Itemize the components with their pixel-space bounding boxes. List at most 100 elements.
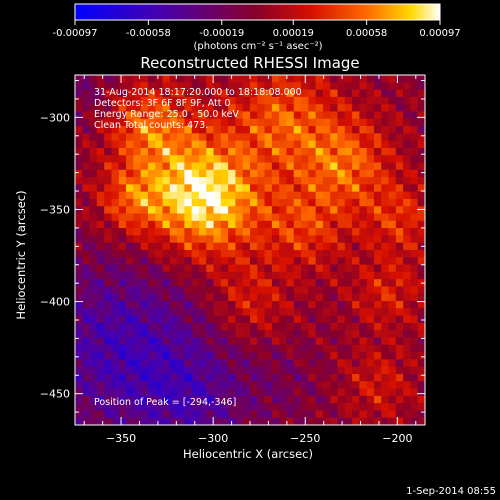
heatmap-cell — [279, 250, 288, 258]
heatmap-cell — [250, 322, 258, 331]
heatmap-cell — [395, 75, 404, 83]
heatmap-cell — [75, 147, 83, 156]
heatmap-cell — [395, 286, 404, 295]
heatmap-cell — [250, 191, 258, 200]
heatmap-cell — [147, 89, 156, 98]
heatmap-cell — [111, 308, 120, 317]
heatmap-cell — [293, 250, 302, 258]
heatmap-cell — [322, 162, 331, 171]
heatmap-cell — [169, 147, 178, 156]
heatmap-cell — [337, 271, 346, 280]
heatmap-cell — [126, 147, 134, 156]
heatmap-cell — [388, 381, 397, 390]
heatmap-cell — [96, 279, 105, 288]
heatmap-cell — [330, 242, 339, 251]
heatmap-cell — [344, 388, 353, 397]
heatmap-cell — [220, 322, 229, 331]
heatmap-cell — [410, 257, 419, 266]
heatmap-cell — [104, 315, 113, 324]
heatmap-cell — [293, 257, 302, 266]
heatmap-cell — [206, 104, 215, 113]
heatmap-cell — [403, 126, 412, 134]
heatmap-cell — [104, 213, 113, 222]
heatmap-cell — [279, 308, 288, 317]
heatmap-cell — [213, 410, 222, 419]
heatmap-cell — [403, 359, 412, 368]
heatmap-cell — [308, 417, 317, 425]
heatmap-cell — [177, 315, 185, 324]
heatmap-cell — [410, 250, 419, 258]
heatmap-cell — [315, 191, 324, 200]
heatmap-cell — [75, 133, 83, 142]
heatmap-cell — [330, 169, 339, 178]
heatmap-cell — [206, 198, 215, 207]
heatmap-cell — [184, 286, 193, 295]
heatmap-cell — [220, 417, 229, 425]
heatmap-cell — [322, 417, 331, 425]
annotation-detectors: Detectors: 3F 6F 8F 9F, Att 0 — [94, 98, 231, 109]
heatmap-cell — [388, 213, 397, 222]
heatmap-cell — [191, 184, 200, 193]
heatmap-cell — [286, 381, 295, 390]
heatmap-cell — [410, 96, 419, 105]
heatmap-cell — [89, 257, 98, 266]
heatmap-cell — [330, 162, 339, 171]
heatmap-cell — [206, 242, 215, 251]
heatmap-cell — [315, 228, 324, 237]
heatmap-cell — [96, 395, 105, 404]
heatmap-cell — [322, 366, 331, 375]
heatmap-cell — [403, 228, 412, 237]
heatmap-cell — [417, 111, 425, 120]
heatmap-cell — [417, 373, 425, 382]
heatmap-cell — [213, 162, 222, 171]
heatmap-cell — [89, 337, 98, 346]
heatmap-cell — [286, 279, 295, 288]
heatmap-cell — [198, 344, 207, 353]
heatmap-cell — [359, 417, 368, 425]
heatmap-cell — [126, 96, 134, 105]
heatmap-cell — [242, 228, 251, 237]
heatmap-cell — [228, 279, 237, 288]
heatmap-cell — [126, 111, 134, 120]
heatmap-cell — [133, 381, 142, 390]
heatmap-cell — [330, 96, 339, 105]
heatmap-cell — [184, 162, 193, 171]
heatmap-cell — [286, 366, 295, 375]
heatmap-cell — [198, 118, 207, 127]
heatmap-cell — [250, 286, 258, 295]
heatmap-cell — [213, 330, 222, 339]
heatmap-cell — [286, 373, 295, 382]
heatmap-cell — [410, 89, 419, 98]
heatmap-cell — [118, 147, 127, 156]
heatmap-cell — [111, 104, 120, 113]
heatmap-cell — [366, 322, 375, 331]
heatmap-cell — [388, 417, 397, 425]
heatmap-cell — [169, 330, 178, 339]
heatmap-cell — [96, 373, 105, 382]
heatmap-cell — [184, 118, 193, 127]
heatmap-cell — [381, 104, 390, 113]
heatmap-cell — [322, 388, 331, 397]
heatmap-cell — [133, 206, 142, 215]
heatmap-cell — [366, 359, 375, 368]
heatmap-cell — [359, 308, 368, 317]
heatmap-cell — [381, 344, 390, 353]
heatmap-cell — [111, 126, 120, 134]
heatmap-cell — [155, 344, 164, 353]
heatmap-cell — [177, 118, 185, 127]
heatmap-cell — [410, 126, 419, 134]
heatmap-cell — [111, 191, 120, 200]
heatmap-cell — [133, 111, 142, 120]
heatmap-cell — [242, 308, 251, 317]
heatmap-cell — [301, 366, 309, 375]
heatmap-cell — [293, 133, 302, 142]
heatmap-cell — [235, 220, 244, 229]
heatmap-cell — [118, 198, 127, 207]
heatmap-cell — [82, 198, 91, 207]
heatmap-cell — [82, 359, 91, 368]
heatmap-cell — [308, 330, 317, 339]
heatmap-cell — [257, 198, 266, 207]
heatmap-cell — [271, 395, 280, 404]
heatmap-cell — [322, 75, 331, 83]
heatmap-cell — [344, 147, 353, 156]
